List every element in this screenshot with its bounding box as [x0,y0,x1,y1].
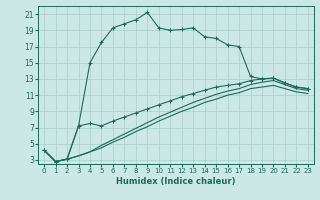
X-axis label: Humidex (Indice chaleur): Humidex (Indice chaleur) [116,177,236,186]
